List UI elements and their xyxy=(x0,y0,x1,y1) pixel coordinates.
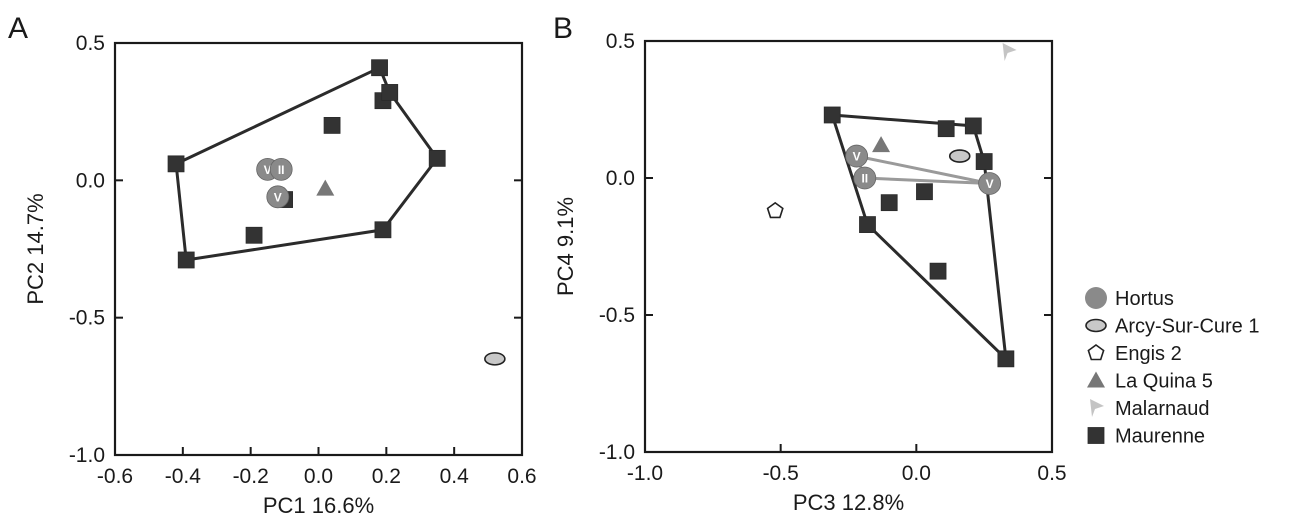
x-tick-label: 0.0 xyxy=(902,462,931,485)
point-maurenne xyxy=(374,221,392,239)
y-axis-label: PC2 14.7% xyxy=(23,193,48,304)
point-maurenne xyxy=(929,262,947,280)
point-maurenne xyxy=(381,84,399,101)
y-tick-label: 0.5 xyxy=(76,32,105,55)
y-tick-label: 0.5 xyxy=(606,30,635,53)
legend-marker xyxy=(1087,427,1105,444)
point-hortus xyxy=(266,185,290,209)
y-tick-label: 0.0 xyxy=(606,167,635,190)
x-tick-label: -1.0 xyxy=(627,462,663,485)
point-label: V xyxy=(853,150,861,164)
point-maurenne xyxy=(880,194,898,212)
point-la-quina-5 xyxy=(316,179,335,196)
legend-label: Arcy-Sur-Cure 1 xyxy=(1115,316,1259,338)
point-maurenne xyxy=(859,216,876,233)
panel-b: B -1.0 -0.5 0.0 0.5 0.5 0.0 -0.5 -1.0 PC3 12.8% PC… xyxy=(553,12,1067,515)
panel-a: A -0.6 -0.4 -0.2 0.0 0.2 0.4 0.6 0.5 0.0 -0.5 -1.0 P… xyxy=(8,12,537,518)
legend-label: La Quina 5 xyxy=(1115,371,1213,393)
x-tick-label: 0.5 xyxy=(1037,462,1066,485)
point-hortus xyxy=(845,144,869,168)
point-hortus xyxy=(853,166,877,190)
point-maurenne xyxy=(823,106,841,124)
legend-marker xyxy=(1085,287,1107,309)
point-maurenne xyxy=(428,149,446,167)
legend-label: Malarnaud xyxy=(1115,398,1210,420)
y-axis-label: PC4 9.1% xyxy=(553,197,578,296)
point-maurenne xyxy=(964,117,982,135)
point-maurenne xyxy=(937,120,955,138)
point-maurenne xyxy=(916,183,933,201)
point-label: V xyxy=(274,190,282,204)
y-tick-label: -1.0 xyxy=(599,441,635,464)
legend-item-engis-2: Engis 2 xyxy=(1087,343,1182,365)
point-arcy-sur-cure-1 xyxy=(948,149,971,163)
x-tick-label: -0.5 xyxy=(763,462,799,485)
legend-label: Maurenne xyxy=(1115,426,1205,448)
point-maurenne xyxy=(975,153,993,170)
point-maurenne xyxy=(323,117,341,134)
point-label: V xyxy=(986,177,994,191)
legend: Hortus Arcy-Sur-Cure 1 Engis 2 La Quina 5 Ma… xyxy=(1085,287,1259,448)
point-hortus xyxy=(978,172,1001,195)
plot-frame xyxy=(643,39,1054,454)
point-arcy-sur-cure-1 xyxy=(484,352,506,366)
legend-item-la-quina-5: La Quina 5 xyxy=(1087,371,1213,393)
panel-letter: B xyxy=(553,12,573,45)
point-label: V xyxy=(264,163,272,177)
y-tick-label: -0.5 xyxy=(599,304,635,327)
x-tick-label: 0.6 xyxy=(507,465,536,488)
point-label: II xyxy=(278,163,285,177)
legend-label: Hortus xyxy=(1115,288,1174,310)
legend-item-malarnaud: Malarnaud xyxy=(1090,398,1210,420)
point-engis-2 xyxy=(766,201,784,219)
point-maurenne xyxy=(997,350,1015,368)
point-label: II xyxy=(861,172,868,186)
x-axis-label: PC3 12.8% xyxy=(793,490,904,515)
y-tick-label: -1.0 xyxy=(69,444,105,467)
point-la-quina-5 xyxy=(872,136,891,153)
legend-marker xyxy=(1087,344,1105,361)
legend-item-arcy-sur-cure-1: Arcy-Sur-Cure 1 xyxy=(1085,316,1259,338)
legend-marker xyxy=(1090,399,1104,417)
panel-letter: A xyxy=(8,12,28,45)
hull-hortus xyxy=(855,154,992,185)
x-tick-label: 0.0 xyxy=(304,465,333,488)
point-maurenne xyxy=(167,155,185,173)
y-tick-label: 0.0 xyxy=(76,169,105,192)
x-tick-label: 0.2 xyxy=(372,465,401,488)
legend-marker xyxy=(1085,318,1107,333)
x-tick-label: -0.2 xyxy=(233,465,269,488)
x-axis-label: PC1 16.6% xyxy=(263,493,374,518)
point-malarnaud xyxy=(1002,42,1017,61)
x-tick-label: -0.6 xyxy=(97,465,133,488)
point-hortus xyxy=(269,157,293,181)
plot-frame xyxy=(113,41,524,457)
point-maurenne xyxy=(177,251,195,269)
legend-label: Engis 2 xyxy=(1115,343,1182,365)
legend-marker xyxy=(1087,371,1105,388)
legend-item-hortus: Hortus xyxy=(1085,287,1174,310)
y-tick-label: -0.5 xyxy=(69,307,105,330)
point-maurenne xyxy=(245,226,263,244)
legend-item-maurenne: Maurenne xyxy=(1087,426,1205,448)
x-tick-label: -0.4 xyxy=(165,465,202,488)
point-maurenne xyxy=(371,59,388,77)
x-tick-label: 0.4 xyxy=(440,465,470,488)
